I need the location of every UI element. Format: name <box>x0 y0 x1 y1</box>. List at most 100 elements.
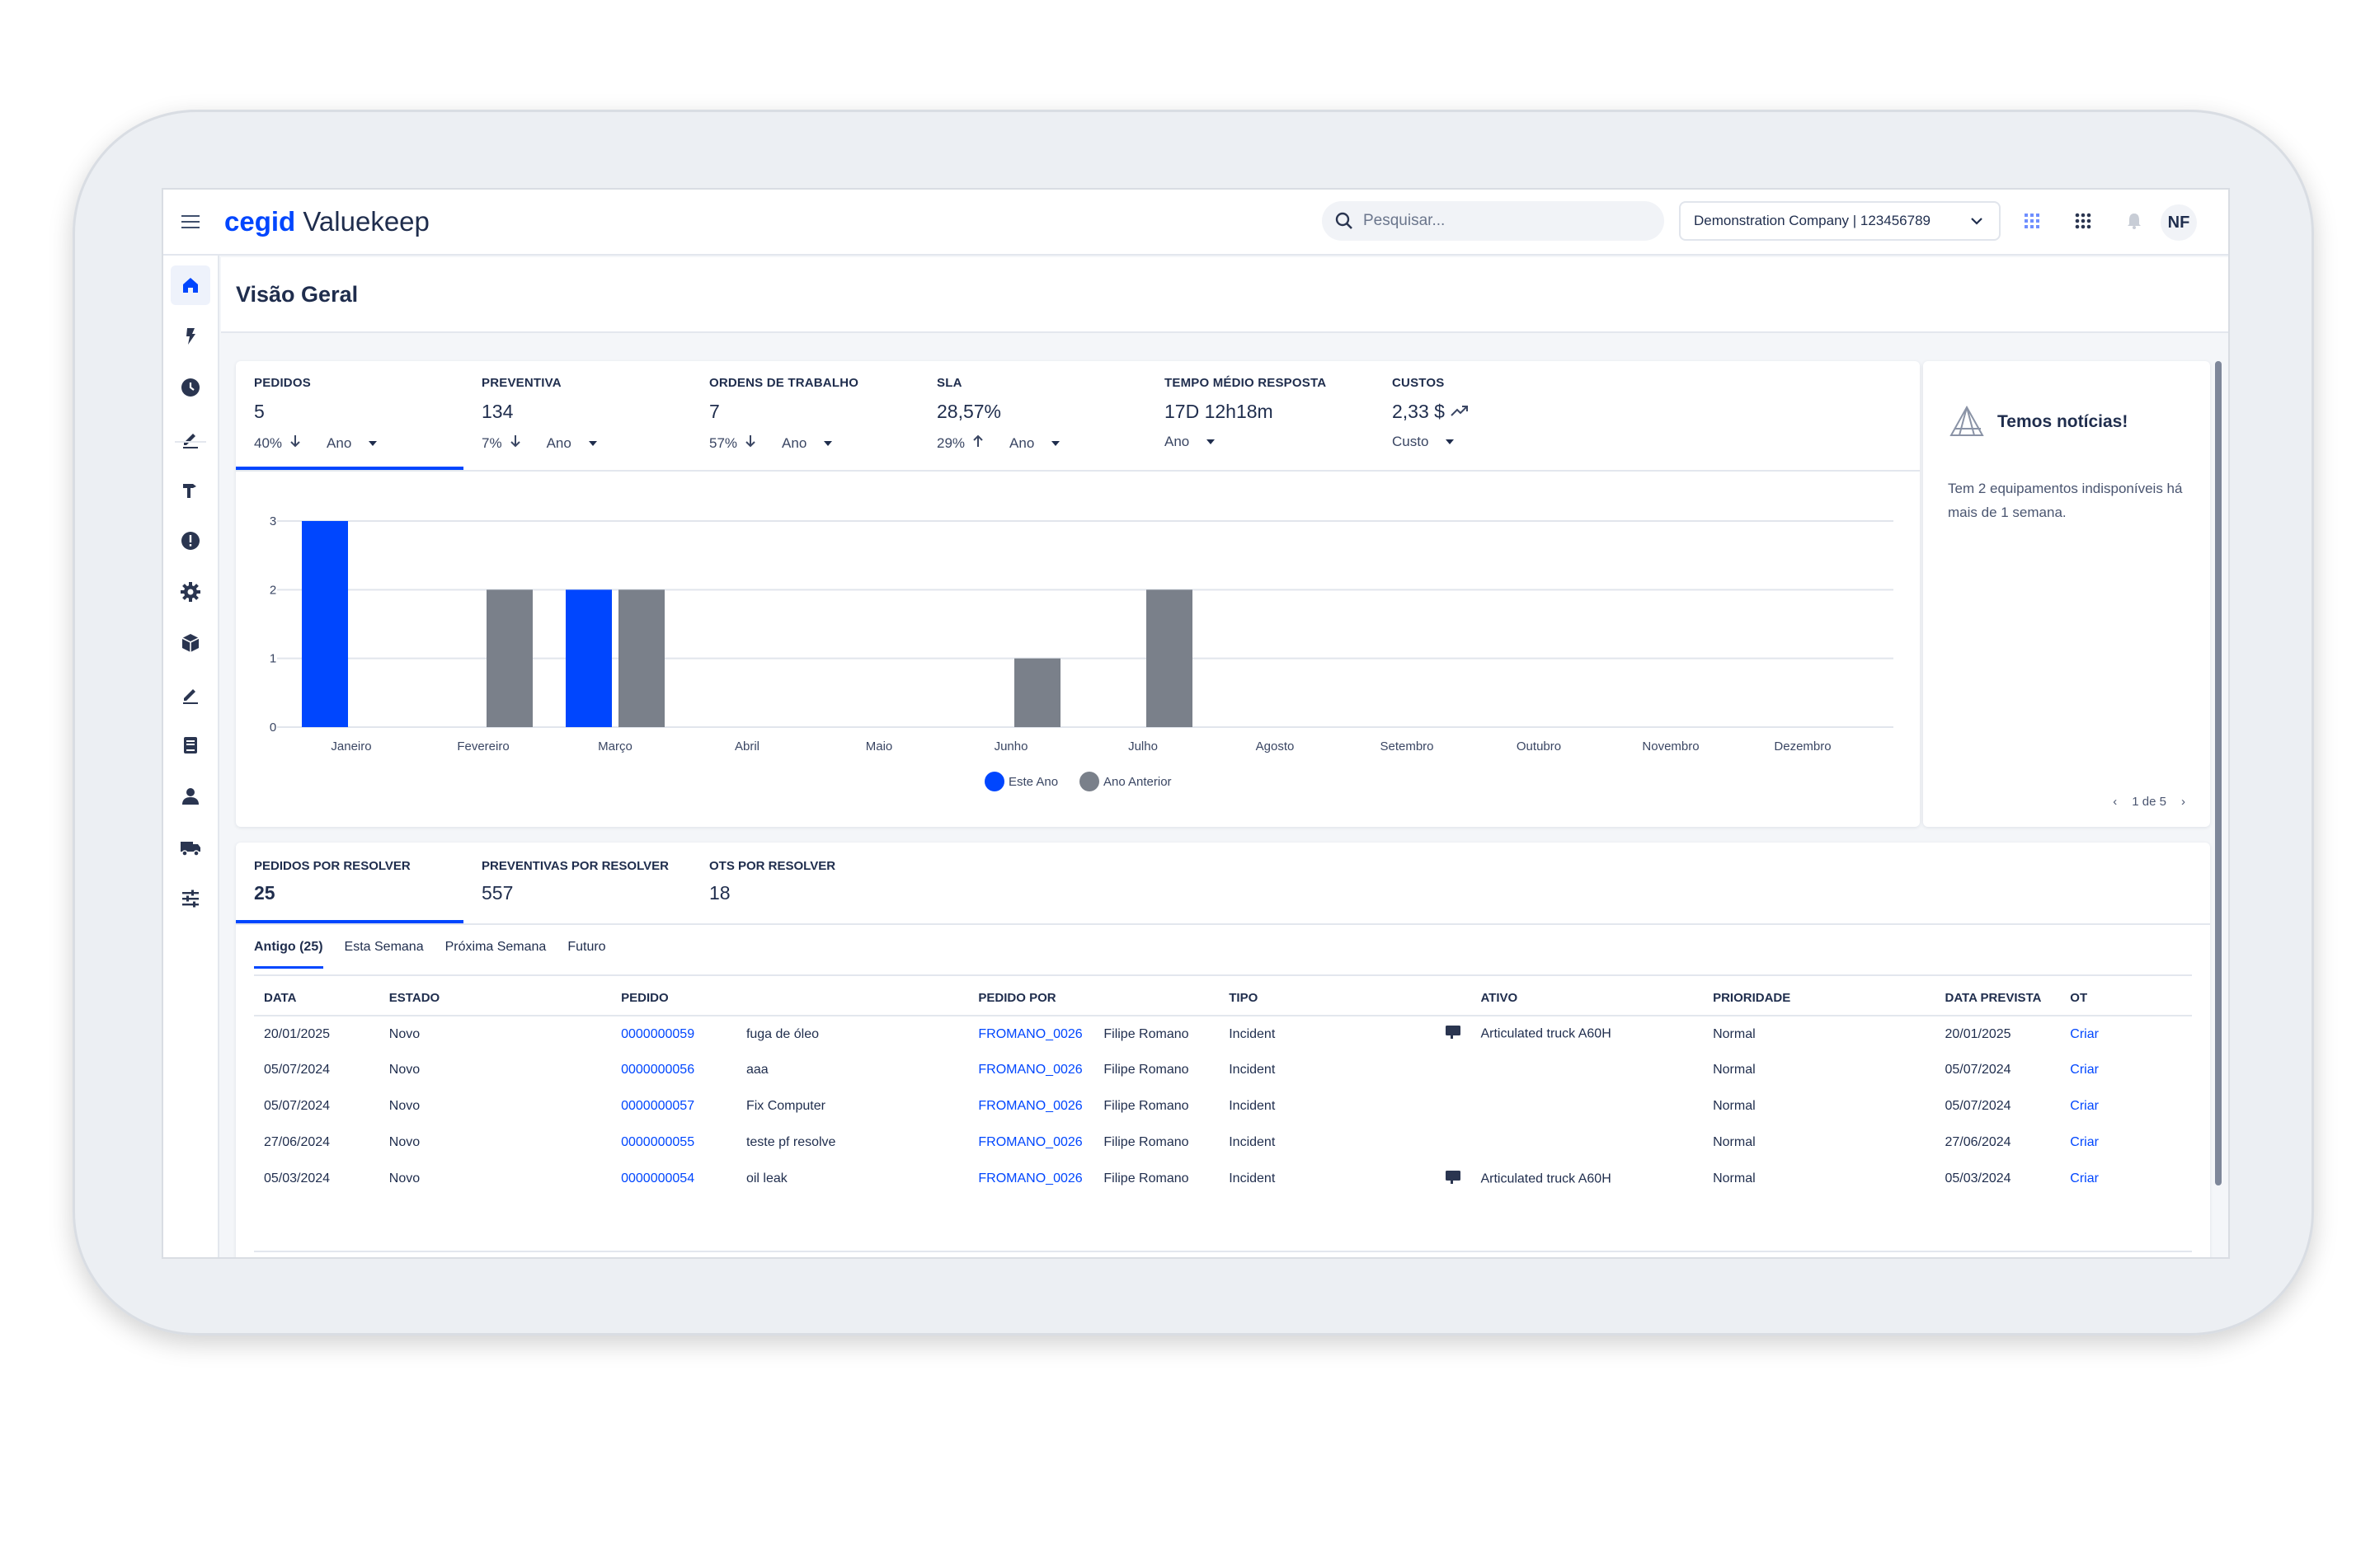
sidebar-item-alerts[interactable] <box>171 521 210 561</box>
requester-link[interactable]: FROMANO_0026 <box>978 1026 1083 1041</box>
requester-link[interactable]: FROMANO_0026 <box>978 1063 1083 1077</box>
sidebar-item-users[interactable] <box>171 777 210 816</box>
sidebar-item-tools[interactable] <box>171 470 210 509</box>
column-header[interactable]: PRIORIDADE <box>1703 981 1935 1016</box>
create-ot-link[interactable]: Criar <box>2070 1063 2099 1077</box>
legend-item[interactable]: Este Ano <box>985 772 1058 791</box>
pending-tab-3[interactable]: OTS POR RESOLVER 18 <box>691 843 919 923</box>
order-link[interactable]: 0000000059 <box>621 1026 695 1041</box>
order-link[interactable]: 0000000056 <box>621 1063 695 1077</box>
create-ot-link[interactable]: Criar <box>2070 1135 2099 1149</box>
order-link[interactable]: 0000000055 <box>611 1124 736 1161</box>
column-header[interactable] <box>1093 981 1220 1016</box>
column-header[interactable]: PEDIDO <box>611 981 736 1016</box>
bar-this-year[interactable] <box>566 589 612 727</box>
table-row[interactable]: 05/07/2024 Novo 0000000056 aaa FROMANO_0026 F… <box>254 1052 2192 1088</box>
legend-item[interactable]: Ano Anterior <box>1079 772 1172 791</box>
bell-icon[interactable] <box>2124 211 2144 231</box>
kpi-tab-1[interactable]: PEDIDOS 5 40% Ano <box>236 361 463 470</box>
kpi-tab-4[interactable]: SLA 28,57% 29% Ano <box>919 361 1146 470</box>
table-row[interactable]: 27/06/2024 Novo 0000000055 teste pf resolve… <box>254 1124 2192 1161</box>
requester-link[interactable]: FROMANO_0026 <box>968 1161 1093 1197</box>
period-dropdown[interactable]: Ano <box>782 435 834 452</box>
menu-icon[interactable] <box>181 215 200 228</box>
kpi-tab-5[interactable]: TEMPO MÉDIO RESPOSTA 17D 12h18m Ano <box>1146 361 1374 470</box>
pending-tab-2[interactable]: PREVENTIVAS POR RESOLVER 557 <box>463 843 691 923</box>
requester-link[interactable]: FROMANO_0026 <box>978 1099 1083 1113</box>
pager-next-icon[interactable]: › <box>2181 795 2185 809</box>
period-dropdown[interactable]: Ano <box>1009 435 1061 452</box>
create-ot-link[interactable]: Criar <box>2060 1161 2192 1197</box>
sidebar-item-preventive[interactable] <box>171 368 210 407</box>
page-scrollbar[interactable] <box>2215 361 2222 1185</box>
requester-link[interactable]: FROMANO_0026 <box>968 1124 1093 1161</box>
create-ot-link[interactable]: Criar <box>2060 1088 2192 1124</box>
sidebar-item-settings[interactable] <box>171 572 210 612</box>
requester-link[interactable]: FROMANO_0026 <box>978 1171 1083 1185</box>
create-ot-link[interactable]: Criar <box>2060 1016 2192 1052</box>
subtab-2[interactable]: Esta Semana <box>344 940 424 954</box>
subtab-1[interactable]: Antigo (25) <box>254 940 323 969</box>
create-ot-link[interactable]: Criar <box>2070 1026 2099 1041</box>
column-header[interactable]: PEDIDO POR <box>968 981 1094 1016</box>
period-dropdown[interactable]: Custo <box>1392 434 1456 450</box>
order-link[interactable]: 0000000055 <box>621 1135 695 1149</box>
kpi-tab-2[interactable]: PREVENTIVA 134 7% Ano <box>463 361 691 470</box>
x-tick-label: Janeiro <box>331 739 371 753</box>
column-header[interactable] <box>736 981 969 1016</box>
subtab-4[interactable]: Futuro <box>567 940 606 954</box>
table-row[interactable]: 20/01/2025 Novo 0000000059 fuga de óleo FROM… <box>254 1016 2192 1052</box>
create-ot-link[interactable]: Criar <box>2070 1171 2099 1185</box>
news-text: Tem 2 equipamentos indisponíveis há mais… <box>1948 481 2183 520</box>
sidebar-item-config[interactable] <box>171 879 210 918</box>
bar-previous-year[interactable] <box>1146 589 1192 727</box>
sidebar-item-documents[interactable] <box>171 725 210 765</box>
create-ot-link[interactable]: Criar <box>2070 1099 2099 1113</box>
order-link[interactable]: 0000000059 <box>611 1016 736 1052</box>
sidebar-item-vehicles[interactable] <box>171 828 210 867</box>
period-dropdown[interactable]: Ano <box>327 435 379 452</box>
sidebar-item-work-orders[interactable] <box>171 419 210 458</box>
bar-this-year[interactable] <box>302 521 348 727</box>
pending-tab-1[interactable]: PEDIDOS POR RESOLVER 25 <box>236 843 463 923</box>
order-link[interactable]: 0000000057 <box>621 1099 695 1113</box>
table-row[interactable]: 05/07/2024 Novo 0000000057 Fix Computer FROM… <box>254 1088 2192 1124</box>
search-box[interactable] <box>1322 201 1664 241</box>
sidebar-item-inventory[interactable] <box>171 623 210 663</box>
period-dropdown[interactable]: Ano <box>547 435 599 452</box>
sidebar-item-requests[interactable] <box>171 317 210 356</box>
sidebar-item-home[interactable] <box>171 265 210 305</box>
order-link[interactable]: 0000000057 <box>611 1088 736 1124</box>
company-selector[interactable]: Demonstration Company | 123456789 <box>1679 201 2001 241</box>
subtab-3[interactable]: Próxima Semana <box>444 940 547 954</box>
column-header[interactable]: OT <box>2060 981 2192 1016</box>
search-input[interactable] <box>1363 212 1635 230</box>
order-link[interactable]: 0000000054 <box>621 1171 695 1185</box>
pager-prev-icon[interactable]: ‹ <box>2113 795 2118 809</box>
column-header[interactable]: TIPO <box>1219 981 1471 1016</box>
arrow-down-icon <box>509 434 522 453</box>
column-header[interactable]: DATA <box>254 981 379 1016</box>
requester-link[interactable]: FROMANO_0026 <box>968 1088 1093 1124</box>
table-row[interactable]: 05/03/2024 Novo 0000000054 oil leak FROMANO_… <box>254 1161 2192 1197</box>
user-avatar[interactable]: NF <box>2161 204 2197 241</box>
requester-link[interactable]: FROMANO_0026 <box>968 1052 1093 1088</box>
kpi-tab-3[interactable]: ORDENS DE TRABALHO 7 57% Ano <box>691 361 919 470</box>
bar-previous-year[interactable] <box>618 589 665 727</box>
bar-previous-year[interactable] <box>1014 658 1061 727</box>
requester-link[interactable]: FROMANO_0026 <box>968 1016 1093 1052</box>
column-header[interactable]: DATA PREVISTA <box>1935 981 2061 1016</box>
kpi-tab-6[interactable]: CUSTOS 2,33 $ Custo <box>1374 361 1601 470</box>
order-link[interactable]: 0000000054 <box>611 1161 736 1197</box>
column-header[interactable]: ATIVO <box>1470 981 1704 1016</box>
period-dropdown[interactable]: Ano <box>1164 434 1216 450</box>
bar-previous-year[interactable] <box>487 589 533 727</box>
order-link[interactable]: 0000000056 <box>611 1052 736 1088</box>
create-ot-link[interactable]: Criar <box>2060 1124 2192 1161</box>
apps-icon[interactable] <box>2073 211 2093 231</box>
column-header[interactable]: ESTADO <box>379 981 612 1016</box>
requester-link[interactable]: FROMANO_0026 <box>978 1135 1083 1149</box>
grid-apps-icon[interactable] <box>2022 211 2042 231</box>
create-ot-link[interactable]: Criar <box>2060 1052 2192 1088</box>
sidebar-item-edit[interactable] <box>171 674 210 714</box>
